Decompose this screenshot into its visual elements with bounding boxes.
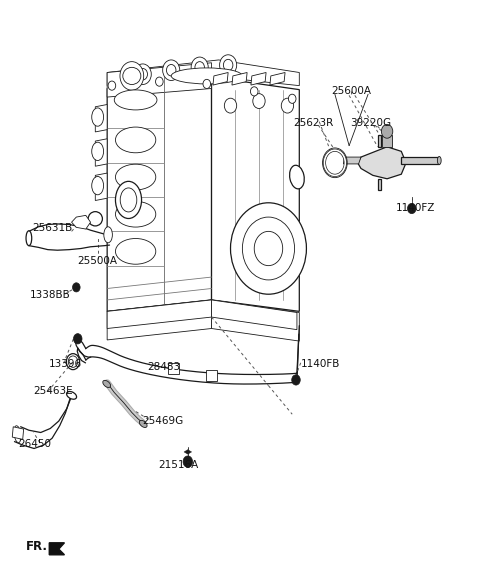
Circle shape — [163, 60, 180, 81]
Polygon shape — [72, 215, 91, 229]
Circle shape — [167, 65, 176, 76]
Circle shape — [134, 64, 151, 84]
Ellipse shape — [123, 68, 141, 84]
Polygon shape — [212, 300, 300, 341]
Ellipse shape — [88, 212, 102, 226]
Circle shape — [253, 93, 265, 108]
Text: 25469G: 25469G — [143, 416, 184, 426]
Polygon shape — [107, 60, 300, 85]
Polygon shape — [206, 370, 217, 381]
Ellipse shape — [116, 238, 156, 264]
Circle shape — [195, 62, 204, 73]
Circle shape — [251, 87, 258, 96]
Polygon shape — [107, 63, 212, 97]
Circle shape — [73, 334, 82, 344]
Polygon shape — [378, 136, 382, 147]
Circle shape — [281, 98, 294, 113]
Circle shape — [223, 59, 233, 71]
Polygon shape — [49, 543, 64, 555]
Ellipse shape — [171, 68, 242, 84]
Circle shape — [219, 55, 237, 76]
Polygon shape — [232, 73, 247, 85]
Text: 1140FZ: 1140FZ — [396, 204, 435, 213]
Ellipse shape — [104, 227, 112, 243]
Ellipse shape — [92, 142, 104, 160]
Polygon shape — [378, 179, 382, 190]
Circle shape — [138, 69, 147, 80]
Text: 28483: 28483 — [147, 362, 180, 372]
Ellipse shape — [139, 421, 147, 428]
Ellipse shape — [67, 391, 77, 399]
Circle shape — [230, 203, 306, 294]
Polygon shape — [96, 173, 107, 200]
Ellipse shape — [114, 90, 157, 110]
Circle shape — [156, 77, 163, 86]
Polygon shape — [401, 157, 439, 164]
Polygon shape — [96, 104, 107, 132]
Ellipse shape — [116, 164, 156, 190]
Circle shape — [203, 80, 211, 88]
Ellipse shape — [116, 201, 156, 227]
Polygon shape — [343, 157, 361, 164]
Polygon shape — [213, 73, 228, 85]
Circle shape — [242, 217, 295, 280]
Polygon shape — [212, 300, 297, 329]
Polygon shape — [107, 77, 212, 312]
Polygon shape — [107, 300, 212, 340]
Text: 25631B: 25631B — [33, 223, 72, 234]
Circle shape — [120, 62, 144, 90]
Ellipse shape — [116, 127, 156, 153]
Ellipse shape — [120, 188, 137, 212]
Circle shape — [408, 203, 416, 213]
Polygon shape — [107, 300, 212, 328]
Circle shape — [183, 456, 192, 467]
Text: 25600A: 25600A — [332, 87, 372, 96]
Circle shape — [292, 375, 300, 385]
Polygon shape — [12, 427, 24, 439]
Polygon shape — [383, 136, 392, 147]
Text: 13396: 13396 — [49, 359, 83, 369]
Polygon shape — [168, 363, 179, 374]
Text: 26450: 26450 — [19, 439, 51, 449]
Polygon shape — [358, 147, 406, 179]
Text: 39220G: 39220G — [350, 118, 391, 128]
Ellipse shape — [116, 181, 142, 219]
Text: 25500A: 25500A — [78, 256, 118, 266]
Polygon shape — [212, 77, 300, 312]
Circle shape — [191, 57, 208, 78]
Circle shape — [72, 283, 80, 292]
Polygon shape — [251, 73, 266, 85]
Circle shape — [108, 81, 116, 90]
Text: FR.: FR. — [25, 540, 48, 553]
Circle shape — [288, 94, 296, 103]
Ellipse shape — [289, 165, 304, 189]
Polygon shape — [184, 449, 192, 454]
Circle shape — [224, 98, 237, 113]
Polygon shape — [270, 73, 285, 85]
Ellipse shape — [103, 380, 110, 388]
Text: 25623R: 25623R — [293, 118, 334, 128]
Text: 1338BB: 1338BB — [30, 290, 71, 301]
Ellipse shape — [437, 156, 441, 164]
Text: 21516A: 21516A — [158, 459, 198, 470]
Ellipse shape — [92, 177, 104, 195]
Ellipse shape — [26, 231, 32, 246]
Ellipse shape — [14, 426, 21, 443]
Polygon shape — [96, 139, 107, 166]
Circle shape — [382, 125, 393, 138]
Ellipse shape — [92, 108, 104, 126]
Text: 1140FB: 1140FB — [301, 359, 340, 369]
Text: 25463E: 25463E — [34, 387, 73, 396]
Circle shape — [254, 231, 283, 265]
